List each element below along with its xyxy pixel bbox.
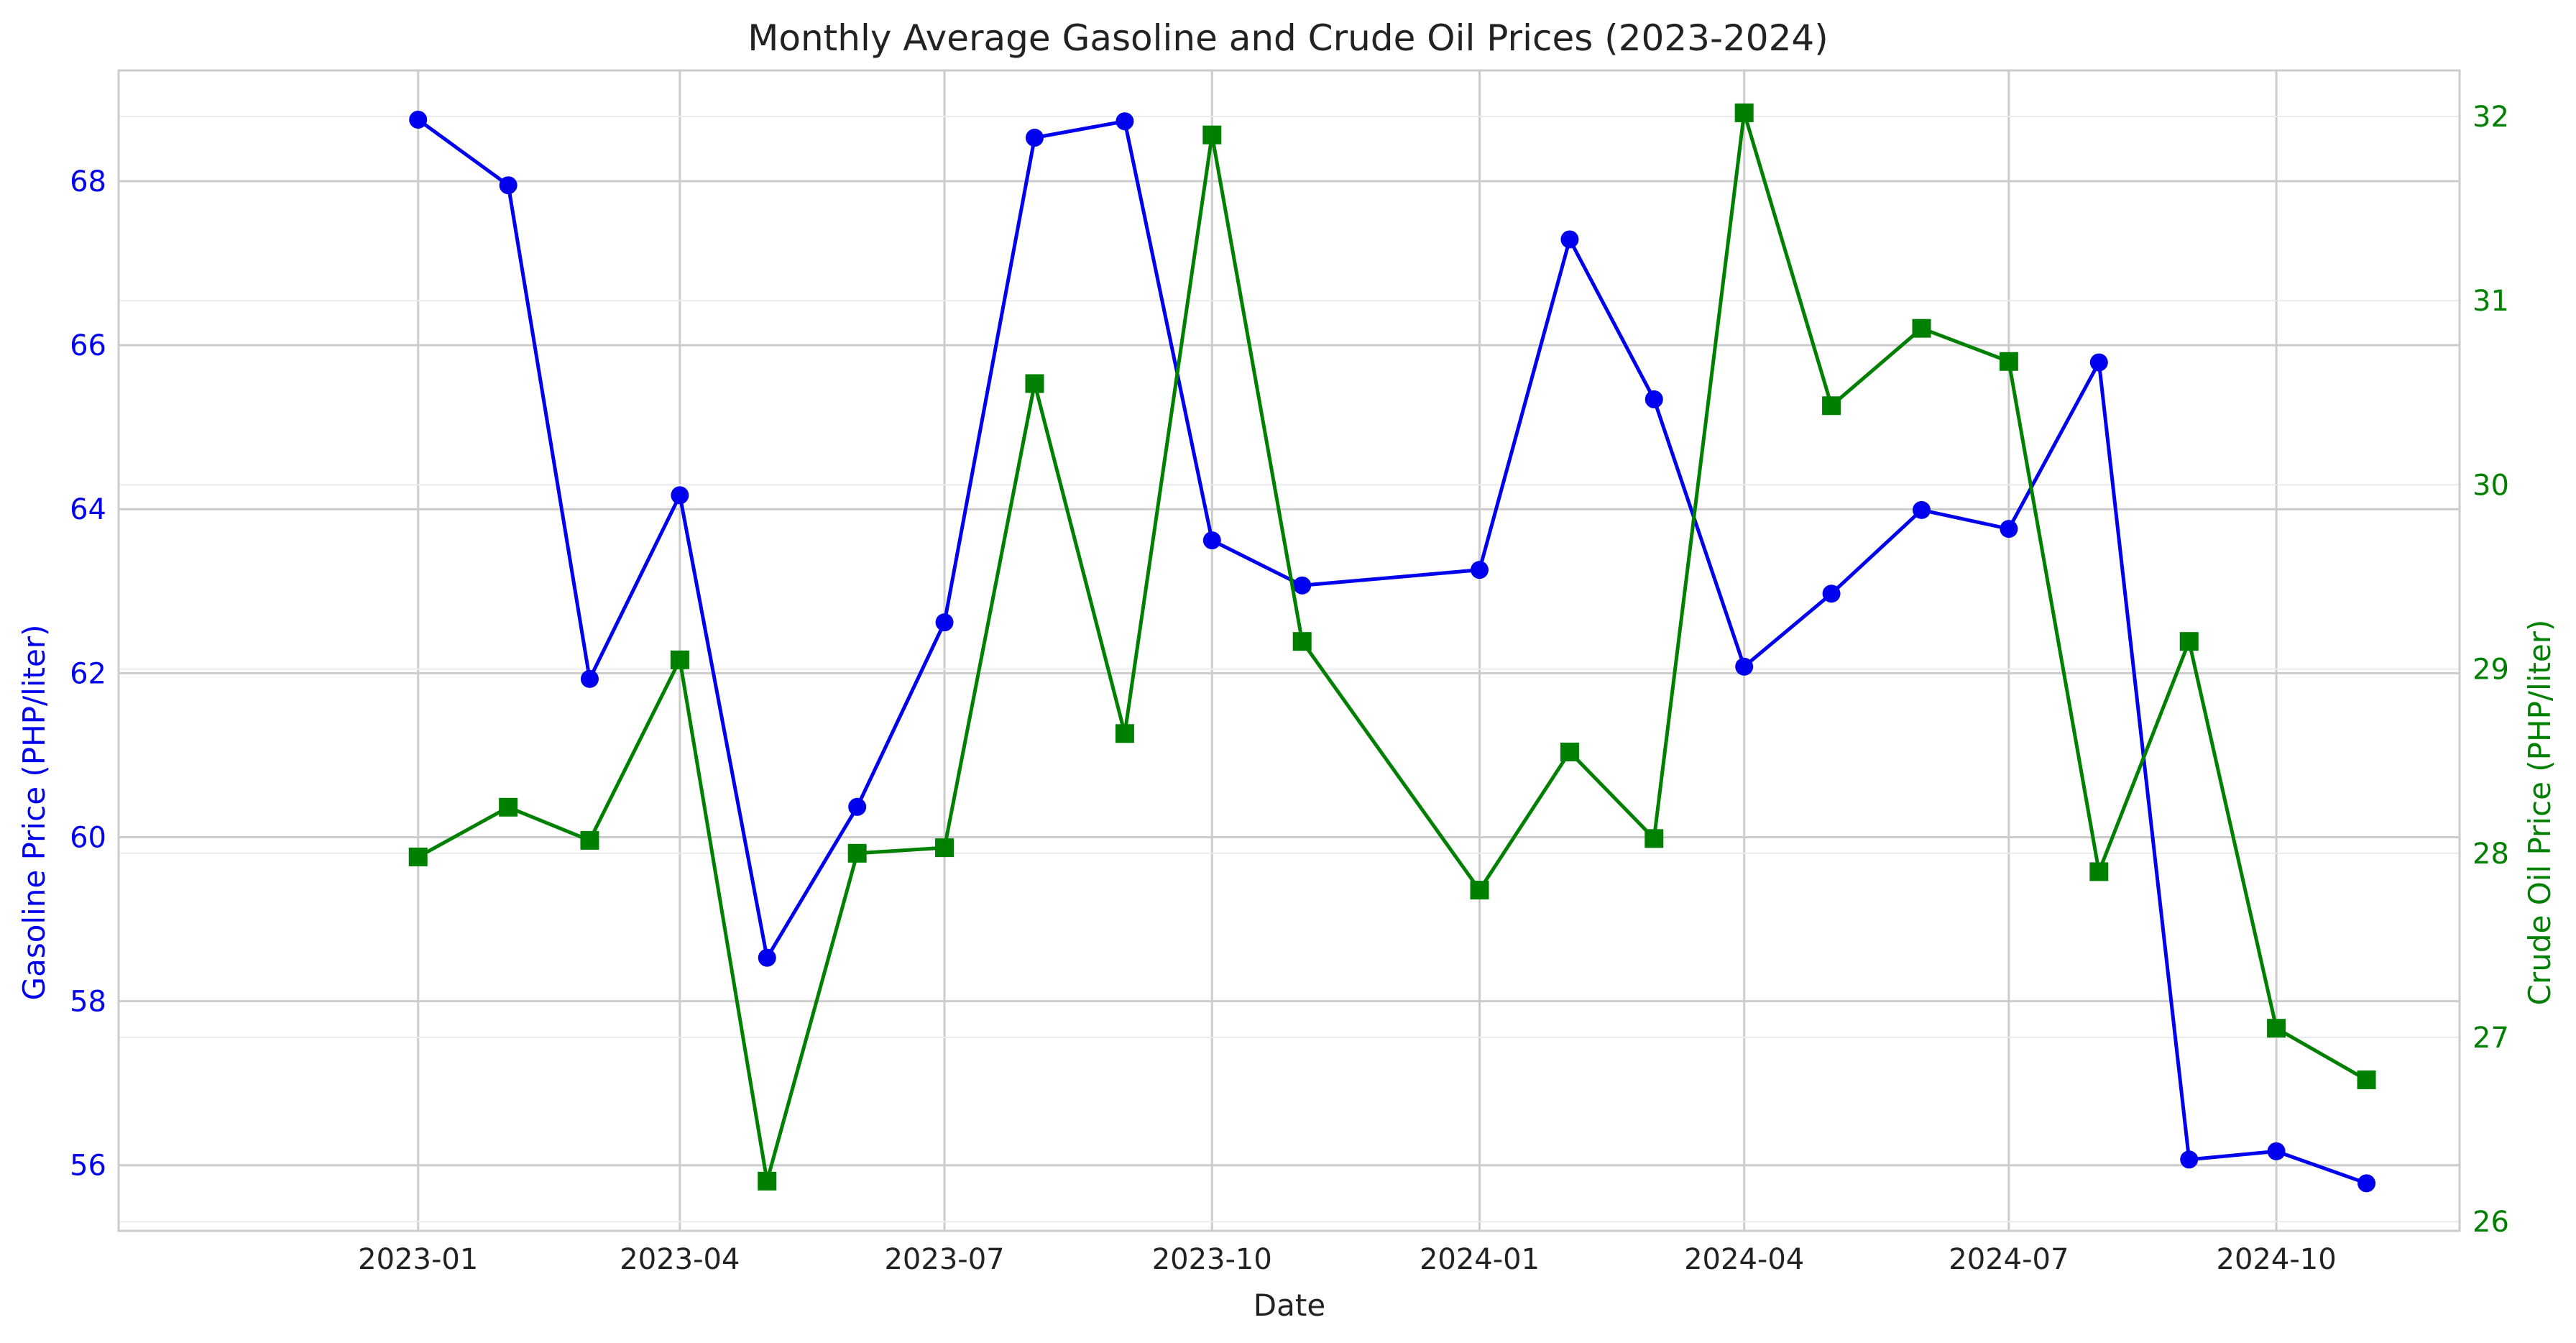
left-tick-label: 58 [70, 986, 106, 1019]
crude-oil-data-point [935, 838, 954, 858]
chart-title: Monthly Average Gasoline and Crude Oil P… [748, 17, 1828, 59]
crude-oil-data-point [1822, 396, 1841, 416]
right-tick-label: 28 [2472, 838, 2509, 871]
grid [119, 70, 2460, 1231]
crude-oil-data-point [499, 797, 518, 817]
gasoline-data-point [1116, 112, 1134, 131]
gasoline-data-point [1560, 230, 1579, 249]
crude-oil-data-point [1202, 125, 1222, 145]
left-tick-label: 56 [70, 1150, 106, 1183]
gasoline-data-point [409, 110, 428, 129]
x-tick-label: 2023-04 [620, 1243, 740, 1276]
right-tick-label: 30 [2472, 469, 2509, 502]
crude-oil-series-line [417, 111, 2368, 1183]
gasoline-data-point [935, 613, 954, 632]
x-tick-label: 2023-07 [884, 1243, 1004, 1276]
gasoline-data-point [1293, 576, 1312, 595]
x-tick-label: 2024-04 [1684, 1243, 1804, 1276]
left-tick-label: 68 [70, 165, 106, 198]
right-axis-ticks: 26 27 28 29 30 31 32 [2472, 101, 2509, 1239]
gasoline-series-line [417, 118, 2368, 1186]
crude-oil-data-point [1025, 374, 1044, 393]
gasoline-data-point [1822, 585, 1841, 603]
gasoline-data-point [2000, 520, 2018, 538]
crude-oil-data-point [2357, 1070, 2376, 1089]
gasoline-data-point [580, 669, 599, 688]
crude-oil-data-point [580, 830, 599, 850]
crude-oil-data-point [1644, 829, 1664, 848]
crude-oil-data-point [1292, 632, 1312, 651]
x-tick-label: 2023-01 [358, 1243, 478, 1276]
gasoline-data-point [2180, 1150, 2199, 1169]
right-tick-label: 32 [2472, 101, 2509, 134]
crude-oil-data-point [1999, 352, 2018, 371]
gasoline-data-point [1471, 561, 1489, 579]
gasoline-data-point [848, 797, 867, 816]
left-tick-label: 64 [70, 493, 106, 526]
gasoline-data-point [1735, 657, 1754, 676]
x-tick-label: 2024-01 [1420, 1243, 1540, 1276]
right-tick-label: 31 [2472, 285, 2509, 318]
crude-oil-data-point [758, 1171, 777, 1191]
right-tick-label: 29 [2472, 654, 2509, 687]
gasoline-data-point [1202, 531, 1221, 550]
gasoline-data-point [1025, 129, 1044, 147]
x-axis-label: Date [1254, 1288, 1325, 1323]
crude-oil-data-point [2179, 632, 2199, 651]
crude-oil-data-point [2267, 1019, 2286, 1038]
gasoline-data-point [499, 176, 518, 195]
crude-oil-data-point [670, 650, 689, 669]
gasoline-data-point [671, 486, 689, 505]
crude-oil-data-point [408, 847, 428, 866]
gasoline-data-point [1912, 500, 1931, 519]
right-tick-label: 26 [2472, 1206, 2509, 1239]
x-tick-label: 2024-07 [1949, 1243, 2069, 1276]
gasoline-data-point [2358, 1174, 2376, 1193]
crude-oil-data-point [2089, 862, 2109, 881]
left-tick-label: 66 [70, 329, 106, 362]
left-tick-label: 60 [70, 821, 106, 854]
right-axis-label: Crude Oil Price (PHP/liter) [2522, 620, 2557, 1006]
crude-oil-data-point [1912, 318, 1931, 338]
crude-oil-data-point [1734, 103, 1754, 122]
right-tick-label: 27 [2472, 1022, 2509, 1055]
gasoline-data-point [758, 948, 776, 967]
left-tick-label: 62 [70, 657, 106, 690]
crude-oil-data-point [1470, 881, 1489, 900]
crude-oil-data-point [1115, 724, 1134, 743]
x-tick-label: 2023-10 [1152, 1243, 1272, 1276]
gasoline-data-point [1644, 390, 1663, 408]
gasoline-data-point [2089, 353, 2108, 372]
x-axis-ticks: 2023-01 2023-04 2023-07 2023-10 2024-01 2024-… [358, 1243, 2337, 1276]
crude-oil-data-point [847, 843, 867, 863]
series-layer [408, 103, 2376, 1193]
plot-frame [117, 69, 2461, 1232]
x-tick-label: 2024-10 [2217, 1243, 2337, 1276]
left-axis-label: Gasoline Price (PHP/liter) [17, 625, 52, 1001]
gasoline-data-point [2267, 1142, 2286, 1160]
crude-oil-data-point [1560, 742, 1579, 761]
left-axis-ticks: 56 58 60 62 64 66 68 [70, 165, 106, 1183]
